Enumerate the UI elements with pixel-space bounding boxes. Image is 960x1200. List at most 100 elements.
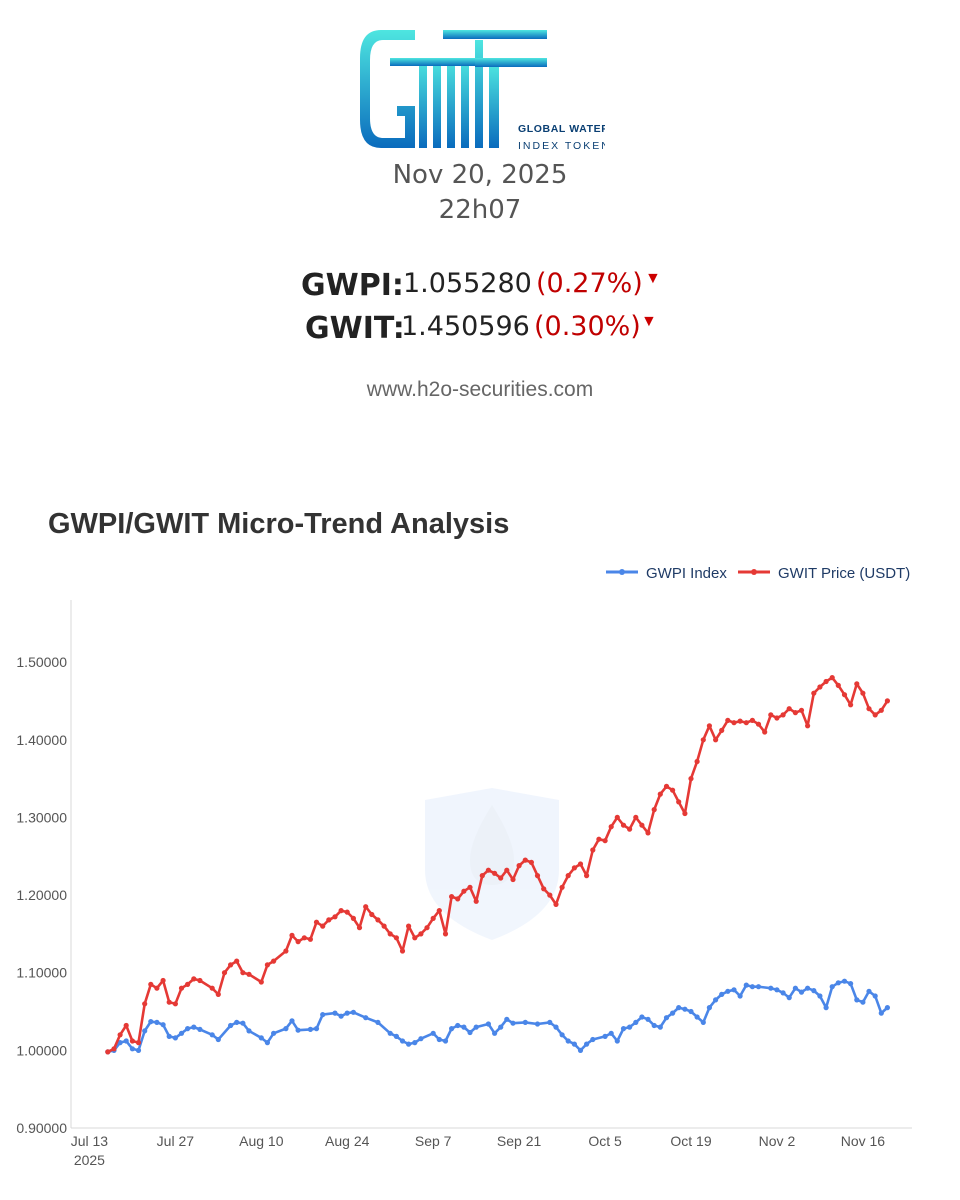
data-point[interactable] (381, 923, 387, 929)
data-point[interactable] (105, 1049, 111, 1055)
data-point[interactable] (264, 962, 270, 968)
data-point[interactable] (258, 979, 264, 985)
data-point[interactable] (492, 870, 498, 876)
data-point[interactable] (160, 977, 166, 984)
data-point[interactable] (123, 1038, 129, 1044)
data-point[interactable] (295, 939, 301, 945)
data-point[interactable] (473, 1024, 479, 1030)
data-point[interactable] (731, 720, 737, 726)
data-point[interactable] (418, 1036, 424, 1042)
data-point[interactable] (878, 1010, 884, 1016)
data-point[interactable] (467, 1029, 473, 1036)
data-point[interactable] (271, 1030, 277, 1036)
data-point[interactable] (375, 1019, 381, 1025)
data-point[interactable] (700, 1019, 706, 1025)
data-point[interactable] (706, 723, 713, 729)
data-point[interactable] (682, 1006, 688, 1012)
data-point[interactable] (117, 1032, 123, 1038)
data-point[interactable] (553, 901, 559, 908)
data-point[interactable] (332, 1010, 338, 1016)
data-point[interactable] (399, 1038, 406, 1044)
data-point[interactable] (209, 985, 215, 991)
data-point[interactable] (694, 1014, 700, 1020)
data-point[interactable] (449, 1026, 455, 1032)
data-point[interactable] (111, 1046, 117, 1052)
data-point[interactable] (295, 1027, 301, 1033)
data-point[interactable] (743, 720, 749, 726)
data-point[interactable] (320, 923, 326, 929)
data-point[interactable] (854, 997, 860, 1003)
data-point[interactable] (522, 1019, 528, 1025)
data-point[interactable] (792, 710, 799, 716)
data-point[interactable] (725, 988, 731, 994)
data-point[interactable] (313, 919, 320, 925)
data-point[interactable] (584, 1041, 590, 1047)
data-point[interactable] (682, 810, 688, 817)
data-point[interactable] (142, 1001, 148, 1007)
data-point[interactable] (860, 999, 866, 1005)
data-point[interactable] (811, 988, 817, 994)
data-point[interactable] (221, 970, 228, 976)
data-point[interactable] (418, 931, 424, 937)
data-point[interactable] (577, 1047, 584, 1053)
legend-item-gwit[interactable]: GWIT Price (USDT) (738, 565, 910, 582)
data-point[interactable] (688, 776, 694, 782)
data-point[interactable] (363, 904, 369, 910)
data-point[interactable] (479, 873, 485, 879)
data-point[interactable] (332, 914, 338, 920)
data-point[interactable] (375, 917, 381, 923)
data-point[interactable] (565, 1038, 571, 1044)
data-point[interactable] (350, 915, 356, 922)
data-point[interactable] (485, 867, 491, 873)
data-point[interactable] (547, 1019, 553, 1025)
data-point[interactable] (676, 799, 682, 805)
data-point[interactable] (829, 675, 835, 681)
data-point[interactable] (571, 865, 578, 871)
data-point[interactable] (215, 1036, 221, 1043)
data-point[interactable] (694, 758, 700, 765)
data-point[interactable] (442, 1038, 449, 1044)
data-point[interactable] (344, 1010, 350, 1016)
data-point[interactable] (178, 985, 185, 991)
data-point[interactable] (178, 1030, 185, 1036)
data-point[interactable] (185, 981, 191, 988)
data-point[interactable] (571, 1041, 578, 1047)
data-point[interactable] (129, 1038, 135, 1044)
data-point[interactable] (363, 1015, 369, 1021)
data-point[interactable] (657, 791, 663, 797)
data-point[interactable] (725, 717, 731, 724)
data-point[interactable] (461, 888, 467, 894)
data-point[interactable] (700, 737, 706, 743)
data-point[interactable] (633, 1019, 639, 1025)
data-point[interactable] (135, 1040, 142, 1046)
data-point[interactable] (737, 993, 743, 999)
data-point[interactable] (798, 989, 805, 995)
data-point[interactable] (240, 1020, 246, 1026)
data-point[interactable] (835, 980, 841, 986)
data-point[interactable] (755, 721, 762, 727)
data-point[interactable] (608, 824, 614, 830)
data-point[interactable] (209, 1032, 215, 1038)
data-point[interactable] (485, 1021, 491, 1027)
data-point[interactable] (234, 1019, 240, 1025)
data-point[interactable] (307, 936, 313, 942)
data-point[interactable] (627, 826, 633, 832)
data-point[interactable] (412, 1040, 418, 1046)
data-point[interactable] (620, 1026, 627, 1032)
data-point[interactable] (866, 988, 872, 994)
data-point[interactable] (430, 1030, 436, 1036)
data-point[interactable] (197, 977, 203, 984)
data-point[interactable] (884, 1005, 891, 1011)
data-point[interactable] (645, 830, 651, 836)
data-point[interactable] (424, 925, 430, 931)
data-point[interactable] (663, 1015, 670, 1021)
data-point[interactable] (651, 807, 657, 813)
data-point[interactable] (534, 1021, 541, 1027)
data-point[interactable] (645, 1016, 651, 1022)
data-point[interactable] (602, 1033, 608, 1039)
data-point[interactable] (504, 867, 510, 873)
data-point[interactable] (436, 908, 442, 914)
data-point[interactable] (780, 712, 786, 718)
data-point[interactable] (823, 678, 829, 685)
data-point[interactable] (142, 1028, 148, 1034)
